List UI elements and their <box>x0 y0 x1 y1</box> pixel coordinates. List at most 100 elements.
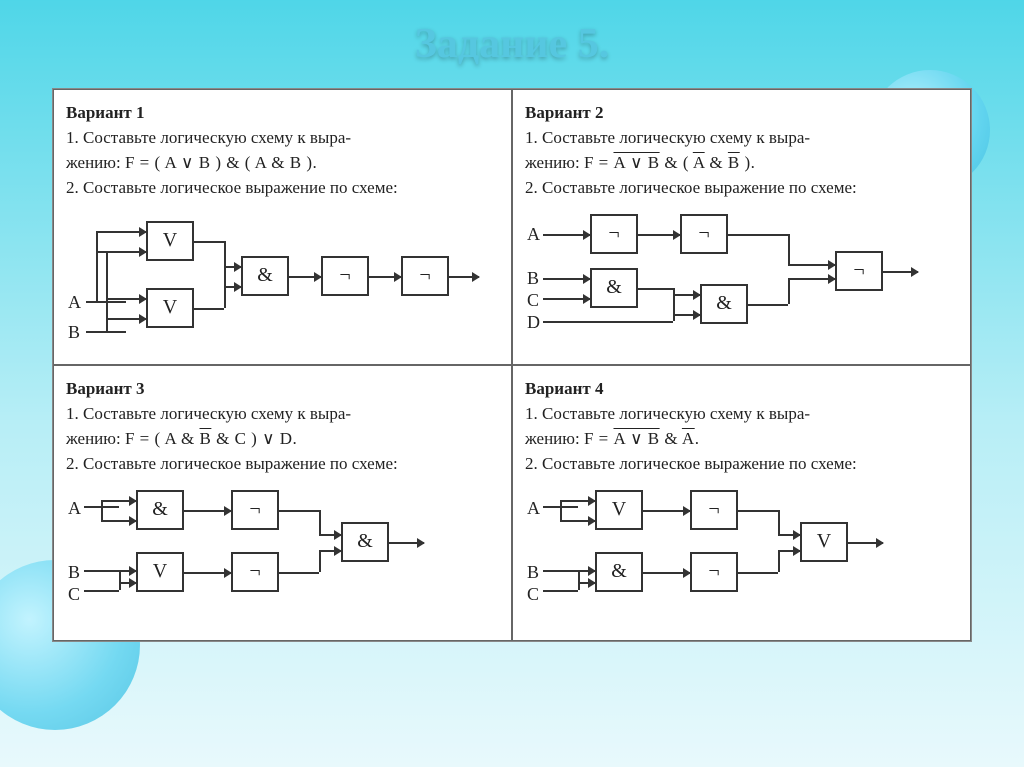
wire <box>643 572 690 574</box>
wire <box>96 251 146 253</box>
worksheet: Вариант 1 1. Составьте логическую схему к… <box>52 88 972 642</box>
task1-line1: 1. Составьте логическую схему к выра- <box>66 403 499 426</box>
input-label: A <box>68 292 81 313</box>
wire <box>184 510 231 512</box>
input-label: B <box>68 562 80 583</box>
wire <box>96 231 146 233</box>
input-label: A <box>527 224 540 245</box>
gate-and: & <box>341 522 389 562</box>
wire <box>543 298 590 300</box>
wire <box>638 288 673 290</box>
wire <box>101 500 136 502</box>
gate-and: & <box>241 256 289 296</box>
formula: F = A ∨ B & ( A & B ). <box>584 153 755 172</box>
task2-text: 2. Составьте логическое выражение по схе… <box>66 453 499 476</box>
wire <box>560 500 562 520</box>
gate-not: ¬ <box>690 552 738 592</box>
task1-line2: жению: F = A ∨ B & A. <box>525 428 958 451</box>
gate-not: ¬ <box>680 214 728 254</box>
variant-heading: Вариант 3 <box>66 379 144 398</box>
circuit-diagram: ABCD¬¬&&¬ <box>525 206 958 356</box>
task1-line1: 1. Составьте логическую схему к выра- <box>525 403 958 426</box>
wire <box>673 314 700 316</box>
variant-cell-1: Вариант 1 1. Составьте логическую схему к… <box>53 89 512 365</box>
wire <box>279 572 319 574</box>
gate-or: V <box>136 552 184 592</box>
wire <box>86 331 126 333</box>
wire <box>194 308 224 310</box>
wire <box>673 288 675 321</box>
task1-line2: жению: F = ( A & B & C ) ∨ D. <box>66 428 499 451</box>
wire <box>738 572 778 574</box>
wire <box>543 570 595 572</box>
wire <box>748 304 788 306</box>
wire <box>788 278 790 304</box>
wire <box>788 278 835 280</box>
gate-or: V <box>595 490 643 530</box>
gate-not: ¬ <box>690 490 738 530</box>
wire <box>224 286 241 288</box>
wire <box>778 534 800 536</box>
wire <box>224 266 241 268</box>
task2-text: 2. Составьте логическое выражение по схе… <box>525 453 958 476</box>
task1-line1: 1. Составьте логическую схему к выра- <box>525 127 958 150</box>
variant-cell-2: Вариант 2 1. Составьте логическую схему к… <box>512 89 971 365</box>
wire <box>543 278 590 280</box>
variant-heading: Вариант 1 <box>66 103 144 122</box>
circuit-diagram: ABC&¬V¬& <box>66 482 499 632</box>
task1-line1: 1. Составьте логическую схему к выра- <box>66 127 499 150</box>
task2-text: 2. Составьте логическое выражение по схе… <box>66 177 499 200</box>
input-label: B <box>527 268 539 289</box>
wire <box>543 590 578 592</box>
wire <box>848 542 883 544</box>
wire <box>106 251 108 331</box>
wire <box>560 500 595 502</box>
wire <box>319 550 341 552</box>
wire <box>101 500 103 520</box>
gate-not: ¬ <box>401 256 449 296</box>
wire <box>543 321 673 323</box>
wire <box>319 550 321 572</box>
wire <box>106 318 146 320</box>
wire <box>224 241 226 286</box>
input-label: A <box>68 498 81 519</box>
wire <box>788 264 835 266</box>
page-title: Задание 5. <box>0 0 1024 68</box>
gate-or: V <box>146 288 194 328</box>
task1-line2: жению: F = A ∨ B & ( A & B ). <box>525 152 958 175</box>
wire <box>778 510 780 534</box>
wire <box>289 276 321 278</box>
task1-line2: жению: F = ( A ∨ B ) & ( A & B ). <box>66 152 499 175</box>
wire <box>319 534 341 536</box>
circuit-diagram: ABVV&¬¬ <box>66 206 499 356</box>
formula: F = ( A & B & C ) ∨ D. <box>125 429 297 448</box>
gate-and: & <box>590 268 638 308</box>
gate-and: & <box>700 284 748 324</box>
gate-not: ¬ <box>590 214 638 254</box>
variant-cell-4: Вариант 4 1. Составьте логическую схему к… <box>512 365 971 641</box>
formula: F = A ∨ B & A. <box>584 429 700 448</box>
wire <box>84 590 119 592</box>
wire <box>96 231 98 301</box>
gate-and: & <box>595 552 643 592</box>
gate-and: & <box>136 490 184 530</box>
wire <box>543 234 590 236</box>
gate-or: V <box>146 221 194 261</box>
wire <box>119 570 121 590</box>
wire <box>279 510 319 512</box>
variant-heading: Вариант 2 <box>525 103 603 122</box>
input-label: B <box>68 322 80 343</box>
input-label: B <box>527 562 539 583</box>
wire <box>119 582 136 584</box>
wire <box>224 286 226 308</box>
task2-text: 2. Составьте логическое выражение по схе… <box>525 177 958 200</box>
gate-not: ¬ <box>321 256 369 296</box>
input-label: C <box>68 584 80 605</box>
wire <box>728 234 788 236</box>
wire <box>184 572 231 574</box>
input-label: C <box>527 290 539 311</box>
wire <box>738 510 778 512</box>
wire <box>194 241 224 243</box>
variant-heading: Вариант 4 <box>525 379 603 398</box>
gate-or: V <box>800 522 848 562</box>
